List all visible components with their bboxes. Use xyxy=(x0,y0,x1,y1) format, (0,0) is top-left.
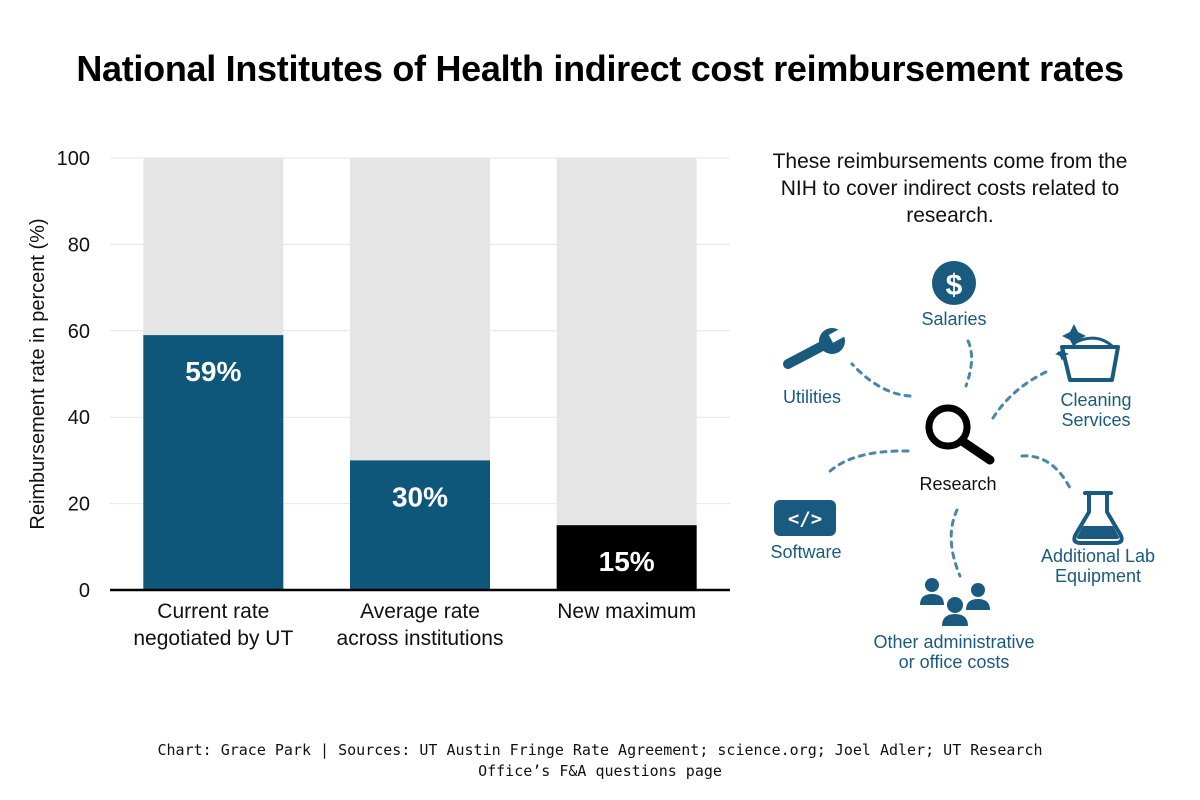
flask-icon xyxy=(1072,491,1124,545)
connector-cleaning xyxy=(991,369,1050,420)
y-tick-label: 80 xyxy=(68,234,90,256)
bar-value-label: 15% xyxy=(599,546,655,577)
people-icon xyxy=(920,578,990,626)
connector-utilities xyxy=(850,362,912,398)
svg-text:</>: </> xyxy=(788,508,822,530)
y-tick-label: 100 xyxy=(57,148,90,170)
bar-value-label: 30% xyxy=(392,481,448,512)
info-description: These reimbursements come from the NIH t… xyxy=(772,150,1128,227)
bar xyxy=(556,525,697,590)
bar xyxy=(143,335,284,590)
y-tick-label: 40 xyxy=(68,407,90,429)
bucket-icon xyxy=(1055,324,1120,382)
bar-value-label: 59% xyxy=(185,356,241,387)
source-footer: Chart: Grace Park | Sources: UT Austin F… xyxy=(150,740,1050,782)
software-label: Software xyxy=(770,542,841,562)
source-line-1: Chart: Grace Park | Sources: UT Austin F… xyxy=(157,741,1043,759)
connector-salaries xyxy=(964,339,973,388)
y-axis-label: Reimbursement rate in percent (%) xyxy=(27,218,49,529)
salaries-label: Salaries xyxy=(921,309,986,329)
connector-software xyxy=(826,449,910,475)
lab-label: Additional Lab Equipment xyxy=(1041,546,1155,586)
y-tick-label: 60 xyxy=(68,321,90,343)
x-tick-label: Average rate across institutions xyxy=(337,600,504,650)
utilities-label: Utilities xyxy=(783,387,841,407)
bar-chart: 0 20 40 60 80 100 Reimbursement rate in percen… xyxy=(27,148,730,650)
admin-label: Other administrative or office costs xyxy=(873,632,1034,672)
source-line-2: Office’s F&A questions page xyxy=(478,762,722,780)
cleaning-label: Cleaning Services xyxy=(1060,390,1131,430)
dollar-icon: $ xyxy=(932,261,976,305)
bar-background xyxy=(556,158,697,590)
connector-lab xyxy=(1020,454,1072,490)
x-tick-label: New maximum xyxy=(557,600,696,623)
bar xyxy=(350,460,490,590)
magnifying-glass-icon xyxy=(925,404,995,465)
connector-admin xyxy=(949,508,962,578)
y-tick-label: 0 xyxy=(79,580,90,602)
y-tick-label: 20 xyxy=(68,494,90,516)
svg-text:$: $ xyxy=(946,269,963,302)
x-tick-label: Current rate negotiated by UT xyxy=(133,600,293,650)
chart-title: National Institutes of Health indirect c… xyxy=(76,48,1124,89)
wrench-icon xyxy=(783,327,848,369)
code-icon: </> xyxy=(774,500,836,536)
cost-diagram: Research $ Salaries Cleaning Services Add… xyxy=(770,261,1155,672)
connector-lines xyxy=(826,339,1072,578)
research-label: Research xyxy=(919,474,996,494)
